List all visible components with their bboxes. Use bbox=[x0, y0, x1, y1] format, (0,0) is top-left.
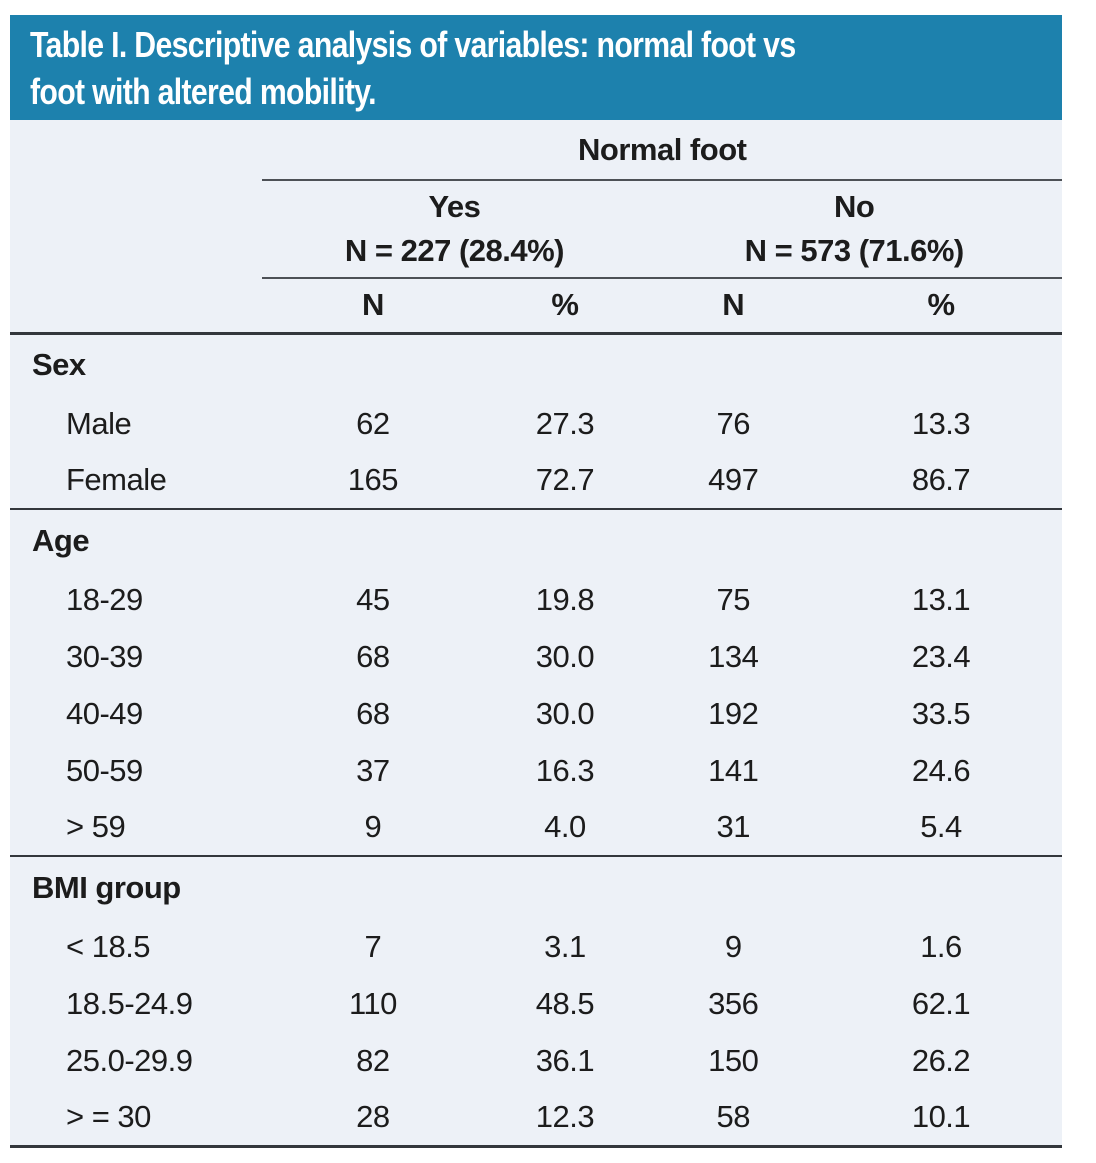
row-label: 18.5-24.9 bbox=[66, 985, 193, 1021]
subcol-header-no-n: N bbox=[646, 278, 820, 335]
table-row: < 18.5 7 3.1 9 1.6 bbox=[10, 918, 1062, 975]
section-title: Sex bbox=[32, 346, 86, 382]
value-cell: 356 bbox=[708, 985, 759, 1021]
value-cell: 13.3 bbox=[911, 405, 971, 441]
row-label: < 18.5 bbox=[66, 928, 151, 964]
value-cell: 75 bbox=[716, 581, 750, 617]
value-cell: 68 bbox=[356, 695, 390, 731]
table-title-bar: Table I. Descriptive analysis of variabl… bbox=[10, 15, 1062, 120]
yes-group-total: N = 227 (28.4%) bbox=[344, 233, 565, 268]
value-cell: 19.8 bbox=[535, 581, 595, 617]
section-title-row: Age bbox=[10, 509, 1062, 571]
row-label: Male bbox=[66, 405, 132, 441]
value-cell: 86.7 bbox=[820, 452, 1062, 510]
value-cell: 82 bbox=[356, 1042, 390, 1078]
row-label: 30-39 bbox=[66, 638, 143, 674]
value-cell: 12.3 bbox=[483, 1089, 647, 1148]
table-row: 25.0-29.9 82 36.1 150 26.2 bbox=[10, 1032, 1062, 1089]
table-row: 50-59 37 16.3 141 24.6 bbox=[10, 742, 1062, 799]
spacer-cell bbox=[10, 120, 262, 180]
value-cell: 13.1 bbox=[911, 581, 971, 617]
table-body: Sex Male 62 27.3 76 13.3 Female 165 72.7 497 86.7 A… bbox=[10, 333, 1062, 1148]
table-title-line-1: Table I. Descriptive analysis of variabl… bbox=[30, 23, 796, 65]
value-cell: 497 bbox=[646, 452, 820, 510]
section-title-row: Sex bbox=[10, 333, 1062, 395]
table-row: 18-29 45 19.8 75 13.1 bbox=[10, 571, 1062, 628]
value-cell: 9 bbox=[262, 799, 484, 857]
table-row: > = 30 28 12.3 58 10.1 bbox=[10, 1089, 1062, 1148]
value-cell: 165 bbox=[262, 452, 484, 510]
no-group-label: No bbox=[834, 189, 875, 224]
value-cell: 31 bbox=[646, 799, 820, 857]
subcol-header-no-pct: % bbox=[820, 278, 1062, 335]
value-cell: 30.0 bbox=[535, 638, 595, 674]
value-cell: 30.0 bbox=[535, 695, 595, 731]
value-cell: 9 bbox=[724, 928, 742, 964]
spacer-cell bbox=[10, 180, 262, 278]
value-cell: 28 bbox=[262, 1089, 484, 1148]
descriptive-analysis-table: Normal foot Yes N = 227 (28.4%) No N = 5… bbox=[10, 120, 1062, 1148]
value-cell: 1.6 bbox=[920, 928, 962, 964]
table-row: 18.5-24.9 110 48.5 356 62.1 bbox=[10, 975, 1062, 1032]
value-cell: 33.5 bbox=[911, 695, 971, 731]
value-cell: 27.3 bbox=[535, 405, 595, 441]
value-cell: 45 bbox=[356, 581, 390, 617]
value-cell: 62.1 bbox=[911, 985, 971, 1021]
group-header-row: Normal foot bbox=[10, 120, 1062, 181]
spacer-cell bbox=[10, 278, 263, 335]
normal-foot-group-header: Normal foot bbox=[262, 120, 1062, 181]
value-cell: 72.7 bbox=[483, 452, 647, 510]
no-group-total: N = 573 (71.6%) bbox=[744, 233, 965, 268]
table-row: Female 165 72.7 497 86.7 bbox=[10, 452, 1062, 510]
yes-group-label: Yes bbox=[428, 189, 481, 224]
table-title-line-2: foot with altered mobility. bbox=[30, 70, 377, 112]
value-cell: 4.0 bbox=[483, 799, 647, 857]
row-label: Female bbox=[10, 452, 263, 510]
value-cell: 141 bbox=[708, 752, 759, 788]
row-label: 50-59 bbox=[66, 752, 143, 788]
value-cell: 37 bbox=[356, 752, 390, 788]
table-row: 30-39 68 30.0 134 23.4 bbox=[10, 628, 1062, 685]
value-cell: 7 bbox=[364, 928, 382, 964]
value-cell: 23.4 bbox=[911, 638, 971, 674]
table-row: > 59 9 4.0 31 5.4 bbox=[10, 799, 1062, 857]
value-cell: 68 bbox=[356, 638, 390, 674]
table-row: 40-49 68 30.0 192 33.5 bbox=[10, 685, 1062, 742]
value-cell: 5.4 bbox=[820, 799, 1062, 857]
value-cell: 134 bbox=[708, 638, 759, 674]
value-cell: 36.1 bbox=[535, 1042, 595, 1078]
value-cell: 16.3 bbox=[535, 752, 595, 788]
section-title: Age bbox=[32, 522, 90, 558]
subcolumn-header-row: N % N % bbox=[10, 278, 1062, 335]
row-label: > 59 bbox=[10, 799, 263, 857]
value-cell: 3.1 bbox=[544, 928, 586, 964]
subcol-header-yes-n: N bbox=[262, 278, 484, 335]
yes-no-header-row: Yes N = 227 (28.4%) No N = 573 (71.6%) bbox=[10, 180, 1062, 279]
value-cell: 26.2 bbox=[911, 1042, 971, 1078]
section-title-row: BMI group bbox=[10, 856, 1062, 918]
yes-group-header: Yes N = 227 (28.4%) bbox=[262, 180, 647, 279]
value-cell: 192 bbox=[708, 695, 759, 731]
value-cell: 110 bbox=[348, 985, 397, 1021]
value-cell: 24.6 bbox=[911, 752, 971, 788]
value-cell: 58 bbox=[646, 1089, 820, 1148]
row-label: 25.0-29.9 bbox=[66, 1042, 193, 1078]
row-label: 18-29 bbox=[66, 581, 143, 617]
subcol-header-yes-pct: % bbox=[483, 278, 647, 335]
value-cell: 76 bbox=[716, 405, 750, 441]
value-cell: 48.5 bbox=[535, 985, 595, 1021]
value-cell: 150 bbox=[708, 1042, 759, 1078]
table-figure: Table I. Descriptive analysis of variabl… bbox=[10, 15, 1062, 1148]
value-cell: 62 bbox=[356, 405, 390, 441]
no-group-header: No N = 573 (71.6%) bbox=[646, 180, 1062, 279]
value-cell: 10.1 bbox=[820, 1089, 1062, 1148]
row-label: 40-49 bbox=[66, 695, 143, 731]
section-title: BMI group bbox=[32, 869, 181, 905]
row-label: > = 30 bbox=[10, 1089, 263, 1148]
table-row: Male 62 27.3 76 13.3 bbox=[10, 395, 1062, 452]
